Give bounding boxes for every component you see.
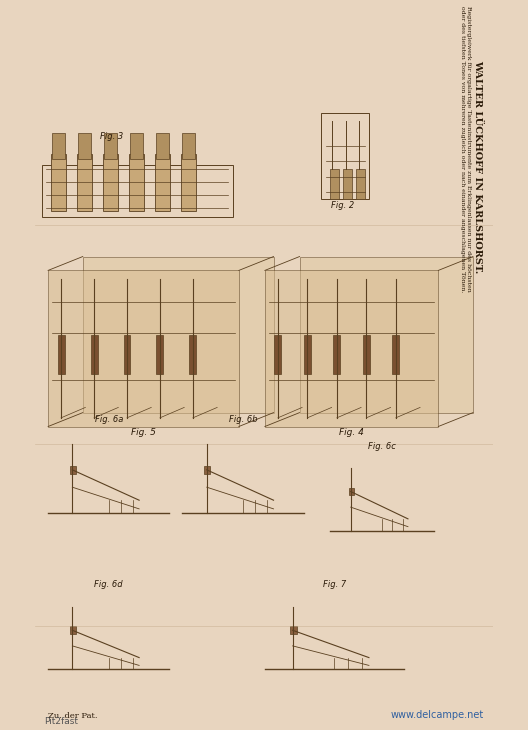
Bar xyxy=(290,626,297,634)
Text: Fig. 7: Fig. 7 xyxy=(323,580,346,589)
Bar xyxy=(70,466,76,474)
Bar xyxy=(363,336,370,374)
Bar xyxy=(204,466,211,474)
Bar xyxy=(52,134,64,159)
Text: WALTER LÜCKHOFF IN KARLSHORST.: WALTER LÜCKHOFF IN KARLSHORST. xyxy=(473,60,482,273)
Text: www.delcampe.net: www.delcampe.net xyxy=(391,710,484,720)
Bar xyxy=(190,336,196,374)
Text: Fig. 3: Fig. 3 xyxy=(100,131,123,141)
Text: Fig. 4: Fig. 4 xyxy=(339,429,364,437)
Bar xyxy=(91,336,98,374)
Bar xyxy=(392,336,399,374)
Bar xyxy=(77,154,92,212)
Polygon shape xyxy=(299,256,473,412)
Text: oder des tiefsten Tones von mehreren zugleich oder nach einander angeschlagenen : oder des tiefsten Tones von mehreren zug… xyxy=(460,6,465,292)
Bar xyxy=(330,169,338,199)
Polygon shape xyxy=(83,256,274,412)
Bar xyxy=(156,134,168,159)
Bar xyxy=(42,165,233,217)
Text: Fig. 5: Fig. 5 xyxy=(131,429,156,437)
Bar xyxy=(275,336,281,374)
Bar xyxy=(356,169,365,199)
Text: Registergleiwerk für orgalartige Tasteninstrumente zum Erklingenlassen nur des h: Registergleiwerk für orgalartige Tasteni… xyxy=(466,6,471,292)
Polygon shape xyxy=(265,270,438,426)
Bar xyxy=(58,336,64,374)
Bar xyxy=(130,134,143,159)
Bar xyxy=(129,154,144,212)
Bar xyxy=(304,336,311,374)
Bar xyxy=(124,336,130,374)
Bar xyxy=(103,154,118,212)
Text: Fig. 6b: Fig. 6b xyxy=(229,415,258,424)
Bar xyxy=(156,336,163,374)
Bar xyxy=(51,154,67,212)
Text: Zu. der Pat.: Zu. der Pat. xyxy=(48,712,98,720)
Text: Fig. 2: Fig. 2 xyxy=(331,201,354,210)
Bar xyxy=(348,488,354,496)
Text: Fig. 6a: Fig. 6a xyxy=(95,415,123,424)
Bar xyxy=(333,336,341,374)
Bar xyxy=(321,112,369,199)
Text: Fig. 6c: Fig. 6c xyxy=(368,442,396,450)
Text: Pit2fast: Pit2fast xyxy=(44,717,78,726)
Bar xyxy=(70,626,76,634)
Bar xyxy=(79,134,91,159)
Bar xyxy=(181,154,196,212)
Text: Fig. 6d: Fig. 6d xyxy=(95,580,123,589)
Polygon shape xyxy=(48,270,239,426)
Bar xyxy=(155,154,171,212)
Bar xyxy=(105,134,117,159)
Bar xyxy=(343,169,352,199)
Bar xyxy=(183,134,195,159)
